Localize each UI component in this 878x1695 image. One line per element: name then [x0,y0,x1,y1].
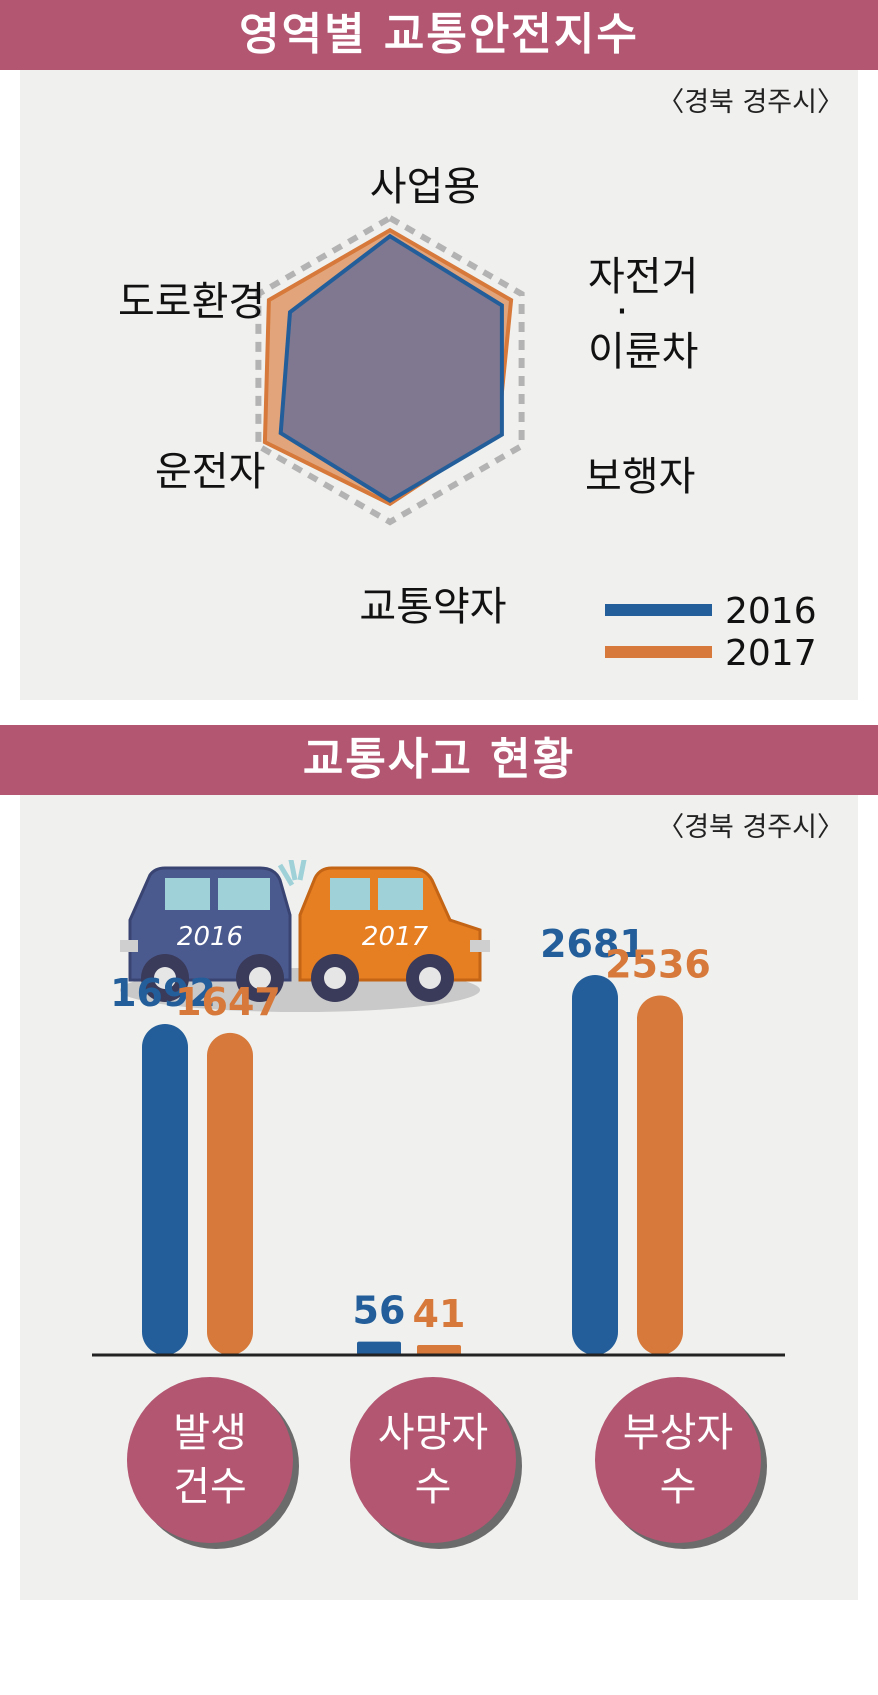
radar-chart: 사업용 자전거 · 이륜차 보행자 교통약자 운전자 도로환경 2016 201… [118,164,817,674]
bar-2016-1 [357,1341,401,1355]
crash-spark-icon [277,860,307,887]
legend-label-2017: 2017 [725,633,817,674]
bar-value-label-2017-0: 1647 [175,980,281,1024]
axis-label-driver: 운전자 [155,449,265,495]
car-crash-illustration: 2016 2017 [120,860,490,1012]
car-2016-icon: 2016 [120,866,292,1002]
source-label: 〈경북 경주시〉 [657,812,844,843]
axis-label-vulnerable: 교통약자 [359,584,506,630]
section-title-accidents: 교통사고 현황 [0,725,878,795]
bar-value-label-2016-0: 1692 [110,971,216,1015]
radar-series-2016 [278,233,504,504]
legend-label-2016: 2016 [725,591,817,632]
bar-2017-1 [417,1345,461,1355]
car-2017-icon: 2017 [298,866,490,1002]
category-label-injuries: 부상자 수 [595,1377,761,1543]
radar-frame [255,214,525,526]
axis-label-pedestrian: 보행자 [585,454,695,500]
section-title-radar: 영역별 교통안전지수 [0,0,878,70]
bar-value-label-2016-2: 2681 [540,922,646,966]
axis-label-road: 도로환경 [118,279,265,325]
category-label-occurrences: 발생 건수 [127,1377,293,1543]
car-2017-label: 2017 [362,922,429,952]
axis-label-bicycle-line1: 자전거 [588,254,698,300]
bar-2016-2 [572,975,618,1355]
bar-2017-0 [207,1032,253,1355]
source-label: 〈경북 경주시〉 [657,87,844,118]
bar-2016-0 [142,1024,188,1355]
axis-label-bicycle-line2: 이륜차 [588,329,698,375]
bar-2017-2 [637,995,683,1355]
car-2016-label: 2016 [177,922,243,952]
bar-value-label-2016-1: 56 [353,1289,406,1333]
bar-value-label-2017-1: 41 [413,1292,466,1336]
bar-value-label-2017-2: 2536 [605,943,711,987]
category-label-deaths: 사망자 수 [350,1377,516,1543]
axis-label-bicycle-dot: · [616,289,629,335]
axis-label-business: 사업용 [370,164,480,210]
